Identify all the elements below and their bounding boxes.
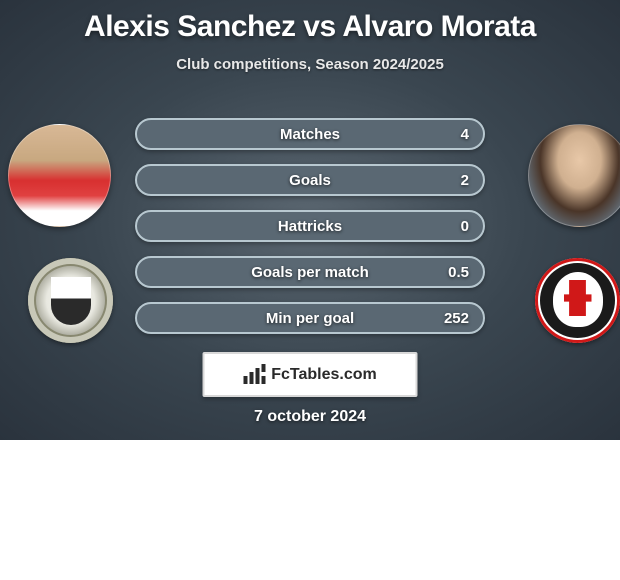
date-text: 7 october 2024 (0, 408, 620, 426)
brand-box: FcTables.com (203, 352, 418, 397)
player-left-avatar (8, 124, 111, 227)
comparison-card: Alexis Sanchez vs Alvaro Morata Club com… (0, 0, 620, 440)
stat-row-matches: Matches 4 (135, 118, 485, 150)
stat-label: Goals per match (251, 264, 369, 281)
stat-right-value: 2 (461, 172, 469, 189)
bar-chart-icon (243, 366, 265, 384)
stat-right-value: 252 (444, 310, 469, 327)
club-left-badge (28, 258, 113, 343)
stat-label: Goals (289, 172, 331, 189)
player-right-avatar (528, 124, 620, 227)
stat-right-value: 4 (461, 126, 469, 143)
club-right-badge (535, 258, 620, 343)
stat-row-min-per-goal: Min per goal 252 (135, 302, 485, 334)
stat-rows: Matches 4 Goals 2 Hattricks 0 Goals per … (135, 118, 485, 348)
stat-label: Min per goal (266, 310, 354, 327)
stat-row-goals: Goals 2 (135, 164, 485, 196)
stats-area: Matches 4 Goals 2 Hattricks 0 Goals per … (0, 118, 620, 348)
stat-row-hattricks: Hattricks 0 (135, 210, 485, 242)
stat-label: Matches (280, 126, 340, 143)
stat-right-value: 0 (461, 218, 469, 235)
stat-right-value: 0.5 (448, 264, 469, 281)
stat-row-goals-per-match: Goals per match 0.5 (135, 256, 485, 288)
subtitle: Club competitions, Season 2024/2025 (0, 56, 620, 73)
page-title: Alexis Sanchez vs Alvaro Morata (0, 0, 620, 44)
stat-label: Hattricks (278, 218, 342, 235)
brand-text: FcTables.com (271, 366, 377, 384)
